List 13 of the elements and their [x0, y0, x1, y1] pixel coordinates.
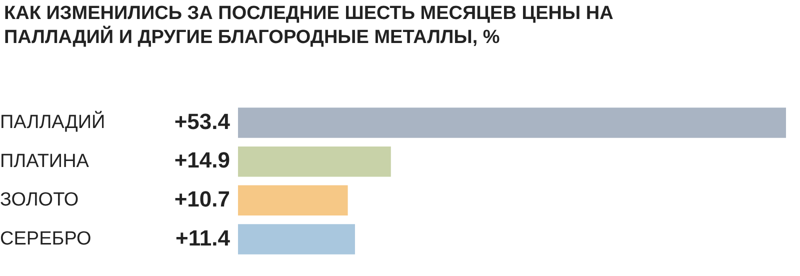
bar — [238, 108, 786, 138]
y-tick-label: ЗОЛОТО — [0, 190, 79, 211]
chart-title: КАК ИЗМЕНИЛИСЬ ЗА ПОСЛЕДНИЕ ШЕСТЬ МЕСЯЦЕВ ЦЕНЫ НА ПАЛЛАДИЙ И ДРУГИЕ БЛАГОРОДНЫЕ МЕТАЛЛЫ, % — [3, 2, 614, 50]
bar — [238, 146, 391, 177]
data-label: +53.4 — [174, 108, 231, 134]
y-tick-label: ПАЛЛАДИЙ — [0, 110, 106, 134]
bar — [238, 224, 355, 254]
data-label: +11.4 — [176, 225, 231, 250]
data-label: +14.9 — [174, 148, 230, 173]
bar — [238, 185, 348, 216]
y-tick-label: ПЛАТИНА — [0, 150, 90, 172]
y-tick-label: СЕРЕБРО — [0, 228, 92, 250]
data-label: +10.7 — [174, 186, 230, 212]
